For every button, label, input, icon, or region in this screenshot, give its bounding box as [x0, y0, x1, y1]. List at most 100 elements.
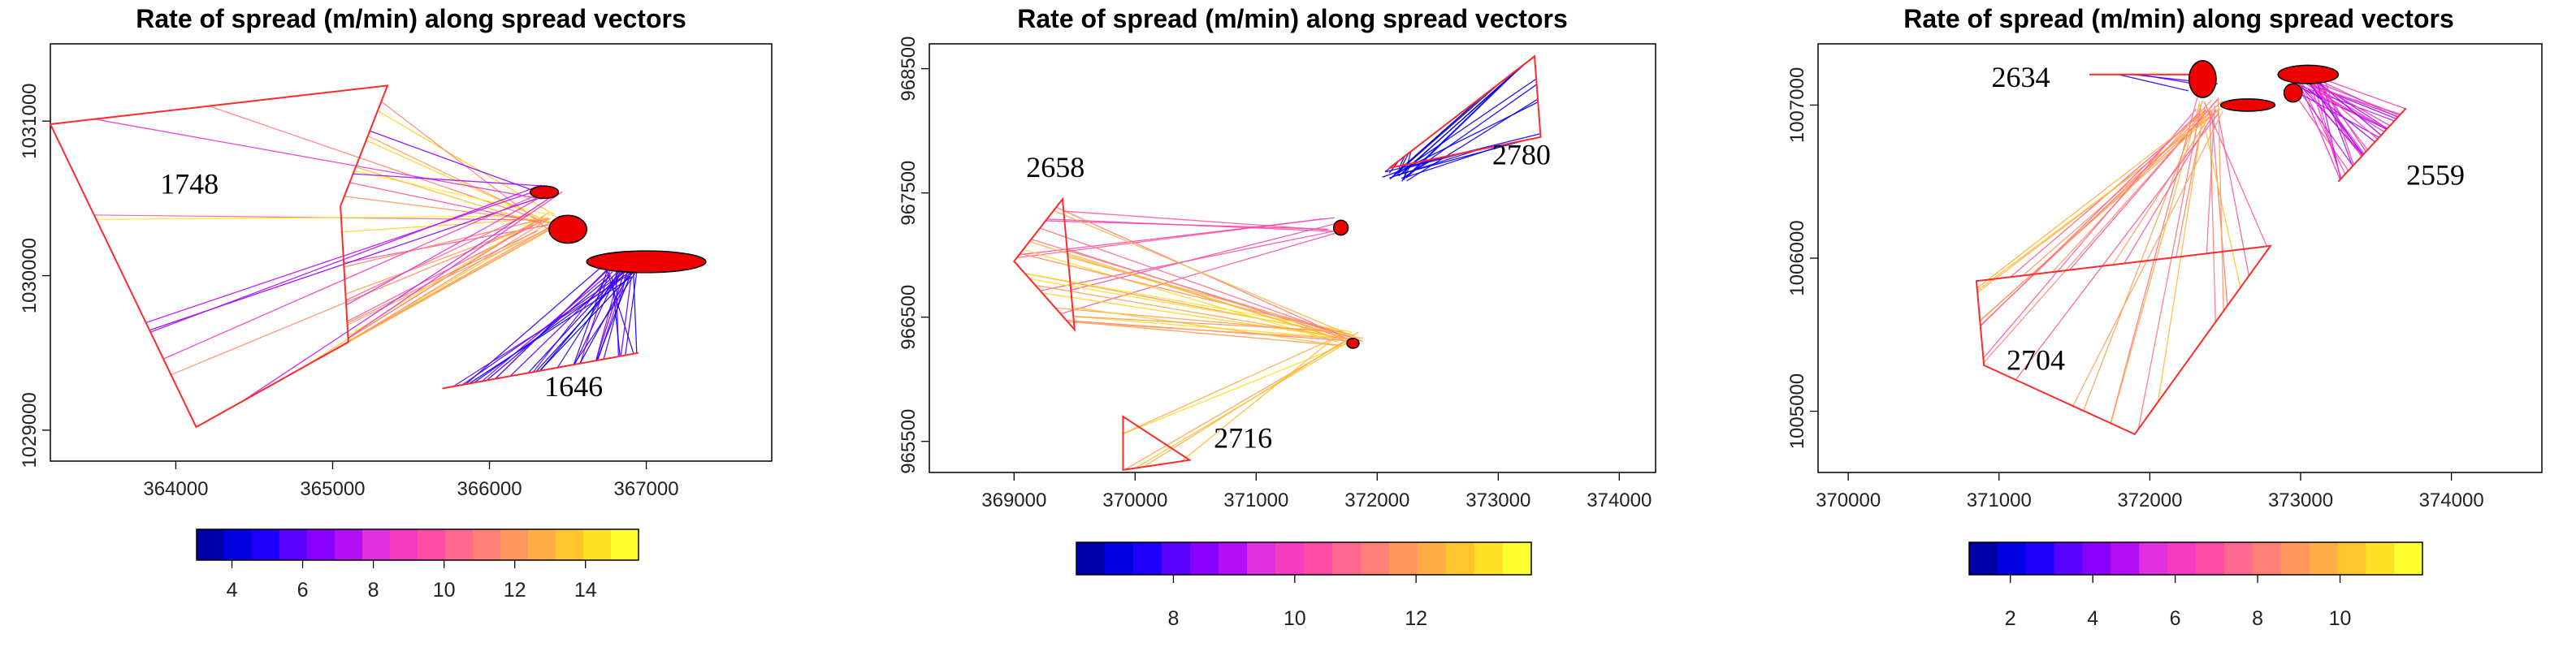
spread-vector	[2083, 100, 2204, 412]
colorbar-swatch	[1219, 542, 1248, 575]
spread-vector	[1073, 316, 1340, 339]
colorbar-swatch	[1446, 542, 1475, 575]
chart-panel-1: Rate of spread (m/min) along spread vect…	[19, 4, 773, 602]
spread-vector	[341, 218, 548, 233]
x-tick-label: 371000	[1223, 490, 1288, 511]
spread-vector	[355, 166, 543, 226]
colorbar-tick-label: 6	[2170, 607, 2181, 630]
spread-vector	[96, 215, 537, 220]
spread-vector	[2137, 105, 2202, 429]
colorbar-swatch	[528, 529, 556, 560]
burned-area-patch	[529, 185, 560, 200]
burned-area-patch	[1346, 337, 1360, 349]
x-tick-label: 367000	[614, 478, 679, 500]
spread-vector	[145, 189, 539, 324]
spread-vector	[2309, 79, 2401, 116]
x-tick-label: 373000	[1466, 490, 1530, 511]
y-tick-label: 966500	[898, 285, 920, 350]
colorbar-swatch	[1418, 542, 1447, 575]
spread-vector	[1019, 217, 1335, 256]
spread-vector	[1401, 158, 1435, 179]
x-tick-label: 373000	[2268, 490, 2333, 511]
burned-area-patch	[2277, 64, 2340, 84]
colorbar-swatch	[390, 529, 418, 560]
spread-vector	[461, 261, 640, 386]
fire-id-label: 2658	[1026, 151, 1085, 183]
colorbar-swatch	[418, 529, 446, 560]
burned-area-patch	[2188, 59, 2217, 98]
colorbar-swatch	[500, 529, 529, 560]
y-tick-label: 1031000	[19, 83, 41, 158]
fire-id-label: 2634	[1991, 61, 2050, 93]
spread-vector	[2309, 83, 2399, 118]
colorbar-tick-label: 8	[1168, 607, 1180, 630]
burned-area-patch	[1332, 219, 1349, 236]
fire-id-label: 2780	[1492, 138, 1551, 170]
spread-vector	[367, 135, 535, 217]
spread-vector	[532, 264, 619, 373]
colorbar-swatch	[362, 529, 391, 560]
spread-vector	[2210, 110, 2228, 306]
x-tick-label: 372000	[1344, 490, 1409, 511]
colorbar-swatch	[583, 529, 612, 560]
colorbar-swatch	[1162, 542, 1191, 575]
perimeter-2716	[1122, 415, 1193, 472]
y-tick-label: 1007000	[1786, 67, 1808, 143]
colorbar-tick-label: 6	[297, 579, 309, 602]
colorbar-swatch	[2366, 542, 2395, 575]
x-tick-label: 365000	[300, 478, 365, 500]
colorbar-swatch	[2309, 542, 2338, 575]
spread-vector	[353, 173, 549, 188]
spread-vector	[611, 276, 621, 356]
spread-vector	[1029, 240, 1357, 345]
spread-vector	[366, 140, 556, 226]
x-tick-label: 374000	[2419, 490, 2484, 511]
burned-area-patch	[2219, 98, 2276, 112]
spread-vector	[347, 230, 539, 324]
spread-vector	[1073, 315, 1344, 332]
colorbar-swatch	[2111, 542, 2140, 575]
colorbar-tick-label: 14	[574, 579, 597, 602]
x-tick-label: 371000	[1967, 490, 2032, 511]
colorbar-swatch	[1076, 542, 1106, 575]
spread-vector	[1067, 256, 1339, 332]
spread-vector	[596, 270, 633, 361]
spread-vector	[240, 196, 551, 403]
colorbar-swatch	[1474, 542, 1504, 575]
colorbar-swatch	[1190, 542, 1219, 575]
spread-vector	[1041, 292, 1339, 339]
spread-vector	[94, 119, 543, 200]
spread-vector	[2305, 78, 2364, 155]
colorbar-tick-label: 8	[2252, 607, 2263, 630]
spread-vector	[1979, 113, 2214, 321]
colorbar-swatch	[473, 529, 501, 560]
colorbar-swatch	[1133, 542, 1162, 575]
perimeter-2559	[2337, 107, 2407, 183]
spread-vector	[1071, 221, 1344, 291]
colorbar-swatch	[2394, 542, 2423, 575]
y-tick-label: 1006000	[1786, 220, 1808, 295]
spread-vector	[1024, 273, 1363, 339]
spread-vector	[1976, 106, 2214, 289]
colorbar-tick-label: 4	[227, 579, 238, 602]
spread-vector	[2307, 88, 2375, 143]
colorbar-swatch	[1304, 542, 1333, 575]
colorbar-swatch	[2280, 542, 2310, 575]
spread-vector	[345, 218, 552, 295]
spread-vectors	[1976, 72, 2406, 429]
colorbar: 4 6 8 10 12 14	[196, 528, 639, 602]
spread-vector	[348, 191, 563, 339]
spread-vector	[1983, 99, 2218, 364]
x-tick-label: 374000	[1587, 490, 1652, 511]
spread-vector	[2022, 100, 2223, 276]
spread-vector	[1976, 108, 2221, 291]
y-tick-label: 1029000	[19, 392, 41, 468]
colorbar-swatch	[307, 529, 336, 560]
perimeter-2704	[1975, 244, 2273, 436]
colorbar-swatch	[335, 529, 363, 560]
spread-vector	[171, 224, 533, 376]
colorbar-swatch	[224, 529, 253, 560]
spread-vectors	[93, 101, 640, 421]
spread-vector	[625, 265, 639, 356]
